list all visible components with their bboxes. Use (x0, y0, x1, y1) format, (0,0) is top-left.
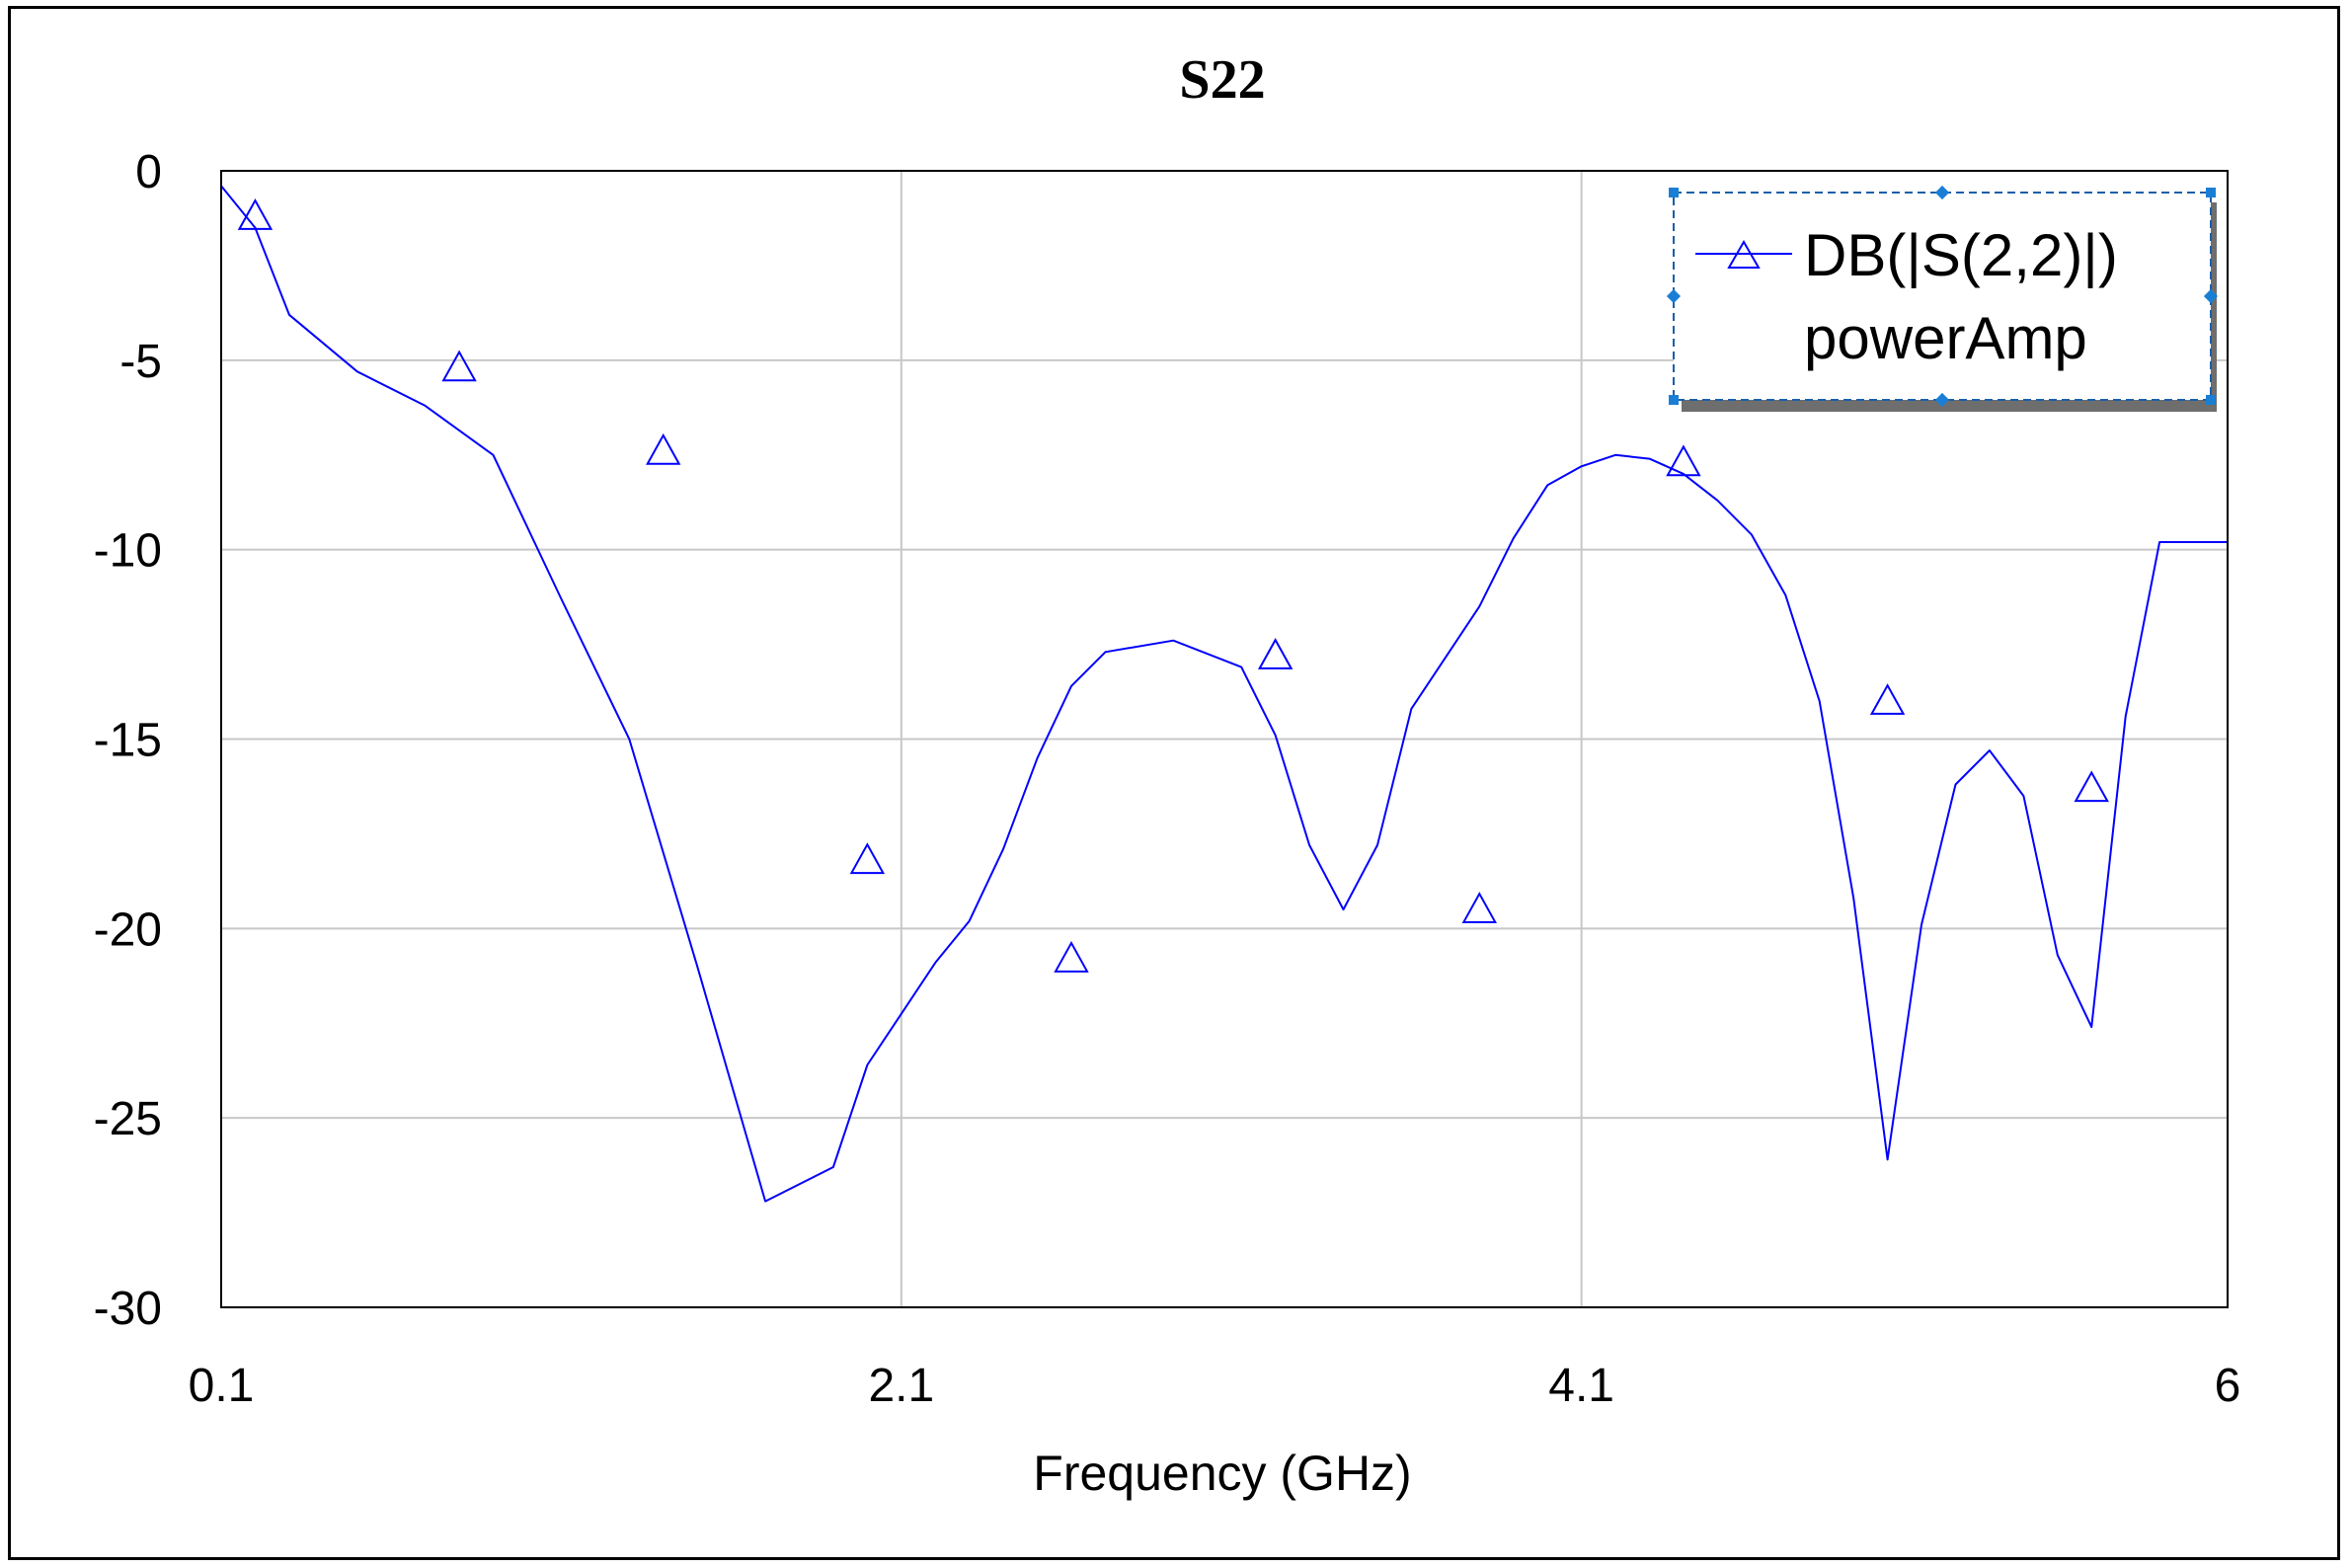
data-point-marker (1869, 683, 1906, 715)
chart-svg: S22 0 -5 -10 -15 -20 -25 -30 0.1 2.1 4.1 6 Freque… (94, 49, 2241, 1501)
y-tick-label: -30 (94, 1283, 162, 1335)
legend-handle-bm[interactable] (1934, 392, 1950, 408)
data-point-marker (646, 432, 681, 465)
legend-box[interactable] (1673, 192, 2212, 401)
legend-handle-br[interactable] (2206, 395, 2216, 405)
legend-handle-bl[interactable] (1669, 395, 1679, 405)
series-line (220, 185, 2228, 1203)
legend-series-source: powerAmp (1804, 305, 2087, 371)
legend-handle-tm[interactable] (1934, 185, 1950, 200)
x-tick-label: 6 (2215, 1360, 2241, 1412)
y-tick-label: -5 (119, 336, 162, 388)
series-layer (220, 185, 2228, 1203)
x-tick-label: 0.1 (189, 1360, 255, 1412)
legend-triangle-icon (1727, 239, 1761, 269)
y-tick-label: 0 (135, 146, 162, 198)
x-tick-label: 2.1 (868, 1360, 934, 1412)
y-tick-label: -15 (94, 715, 162, 767)
y-tick-label: -25 (94, 1093, 162, 1145)
legend-series-name: DB(|S(2,2)|) (1804, 222, 2118, 288)
data-point-marker (1054, 940, 1089, 973)
data-point-marker (1461, 892, 1498, 923)
legend-handle-tl[interactable] (1669, 188, 1679, 197)
x-tick-label: 4.1 (1548, 1360, 1614, 1412)
legend[interactable]: DB(|S(2,2)|) powerAmp (1666, 185, 2219, 412)
x-axis-label: Frequency (GHz) (1033, 1446, 1411, 1501)
data-point-marker (1666, 444, 1701, 477)
y-axis-ticks: 0 -5 -10 -15 -20 -25 -30 (94, 146, 162, 1335)
y-tick-label: -10 (94, 525, 162, 578)
chart-frame: S22 0 -5 -10 -15 -20 -25 -30 0.1 2.1 4.1 6 Freque… (8, 6, 2340, 1560)
data-point-marker (441, 350, 477, 382)
chart-title: S22 (1179, 49, 1265, 111)
data-point-marker (2074, 770, 2109, 803)
y-tick-label: -20 (94, 903, 162, 956)
data-point-marker (237, 197, 274, 230)
legend-handle-tr[interactable] (2206, 188, 2216, 197)
data-point-marker (1257, 638, 1294, 669)
legend-handle-ml[interactable] (1666, 288, 1682, 304)
plot-area-border (220, 170, 2229, 1308)
x-axis-ticks: 0.1 2.1 4.1 6 (189, 1360, 2241, 1412)
data-point-marker (849, 842, 886, 875)
